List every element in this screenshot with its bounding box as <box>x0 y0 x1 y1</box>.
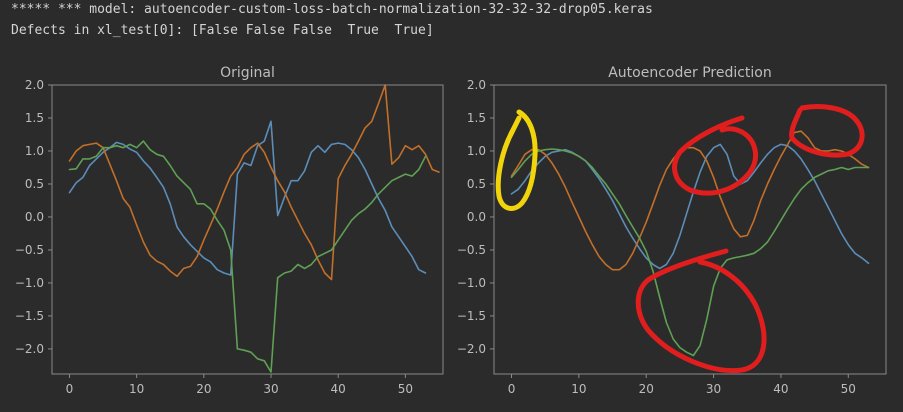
y-tick-label: 1.0 <box>25 144 44 158</box>
x-tick-label: 30 <box>706 382 721 396</box>
y-tick-label: −2.0 <box>457 342 486 356</box>
y-tick-label: 0.5 <box>467 177 486 191</box>
series-line-green <box>510 148 870 357</box>
y-tick-label: −1.5 <box>457 309 486 323</box>
series-line-green <box>68 140 427 373</box>
y-tick-label: 2.0 <box>25 78 44 92</box>
prediction-chart: Autoencoder Prediction 2.0 1.5 1.0 0.5 0.0 −0.… <box>457 65 887 396</box>
x-tick-label: 20 <box>639 382 654 396</box>
hand-drawn-annotations <box>495 104 865 374</box>
y-tick-label: 0.0 <box>25 210 44 224</box>
y-tick-label: −1.0 <box>15 276 44 290</box>
y-tick-label: 0.5 <box>25 177 44 191</box>
red-annotation-loop-right <box>789 104 865 158</box>
y-tick-label: 1.0 <box>467 144 486 158</box>
series-line-orange <box>510 130 870 271</box>
console-model-line: ***** *** model: autoencoder-custom-loss… <box>11 2 653 17</box>
y-tick-label: −2.0 <box>15 342 44 356</box>
original-chart: Original 2.0 1.5 1.0 0.5 0.0 −0.5 −1.0 −1.5 −2.0 0… <box>15 65 444 396</box>
axes-frame <box>51 84 444 375</box>
y-tick-label: −1.5 <box>15 309 44 323</box>
chart-title: Autoencoder Prediction <box>608 65 772 81</box>
axes-frame <box>493 84 887 375</box>
red-annotation-loop-bottom <box>635 248 767 374</box>
x-tick-label: 50 <box>841 382 856 396</box>
x-tick-label: 30 <box>263 382 278 396</box>
y-tick-label: −1.0 <box>457 276 486 290</box>
x-tick-label: 10 <box>129 382 144 396</box>
x-tick-label: 10 <box>571 382 586 396</box>
y-tick-label: 1.5 <box>467 111 486 125</box>
x-tick-label: 40 <box>773 382 788 396</box>
red-annotation-loop-top <box>672 115 759 196</box>
series-line-orange <box>68 84 440 281</box>
x-tick-label: 40 <box>331 382 346 396</box>
x-tick-label: 0 <box>508 382 516 396</box>
y-tick-label: 1.5 <box>25 111 44 125</box>
y-tick-label: 2.0 <box>467 78 486 92</box>
y-tick-label: −0.5 <box>457 243 486 257</box>
x-tick-label: 20 <box>196 382 211 396</box>
chart-title: Original <box>220 65 275 81</box>
yellow-annotation-loop <box>495 109 538 211</box>
x-tick-label: 0 <box>66 382 74 396</box>
x-tick-label: 50 <box>398 382 413 396</box>
y-tick-label: 0.0 <box>467 210 486 224</box>
series-line-blue <box>510 143 870 270</box>
console-defects-line: Defects in xl_test[0]: [False False Fals… <box>11 23 434 38</box>
series-line-blue <box>68 120 427 276</box>
y-tick-label: −0.5 <box>15 243 44 257</box>
